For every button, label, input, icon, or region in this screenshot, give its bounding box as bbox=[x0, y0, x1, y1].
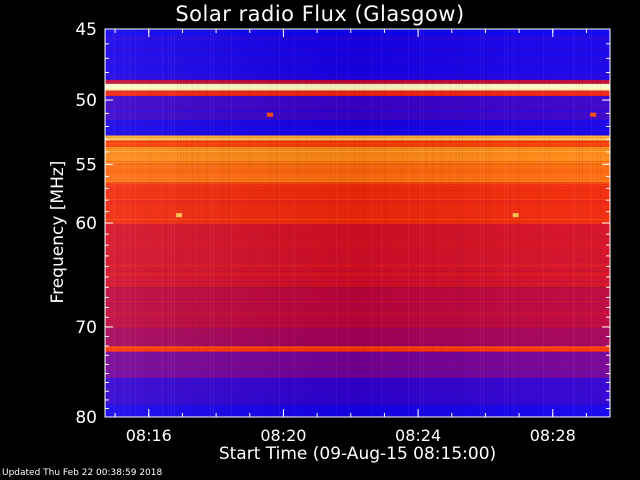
axes: 45 50 55 60 70 80 08:16 08:20 08:24 08:28 bbox=[75, 20, 611, 445]
x-tick-label: 08:20 bbox=[260, 426, 306, 445]
y-tick-label: 55 bbox=[75, 155, 97, 175]
y-tick-label: 70 bbox=[75, 318, 97, 338]
spectrogram-sheen bbox=[105, 29, 610, 417]
updated-timestamp: Updated Thu Feb 22 00:38:59 2018 bbox=[2, 468, 163, 478]
x-tick-label: 08:24 bbox=[395, 426, 441, 445]
x-axis-label: Start Time (09-Aug-15 08:15:00) bbox=[218, 444, 497, 464]
y-axis-label: Frequency [MHz] bbox=[48, 160, 68, 304]
y-tick-label: 50 bbox=[75, 91, 97, 111]
x-tick-label: 08:28 bbox=[530, 426, 576, 445]
x-tick-label: 08:16 bbox=[126, 426, 172, 445]
y-tick-label: 80 bbox=[75, 408, 97, 428]
chart-title: Solar radio Flux (Glasgow) bbox=[175, 2, 465, 26]
y-tick-label: 60 bbox=[75, 214, 97, 234]
y-tick-label: 45 bbox=[75, 20, 97, 40]
